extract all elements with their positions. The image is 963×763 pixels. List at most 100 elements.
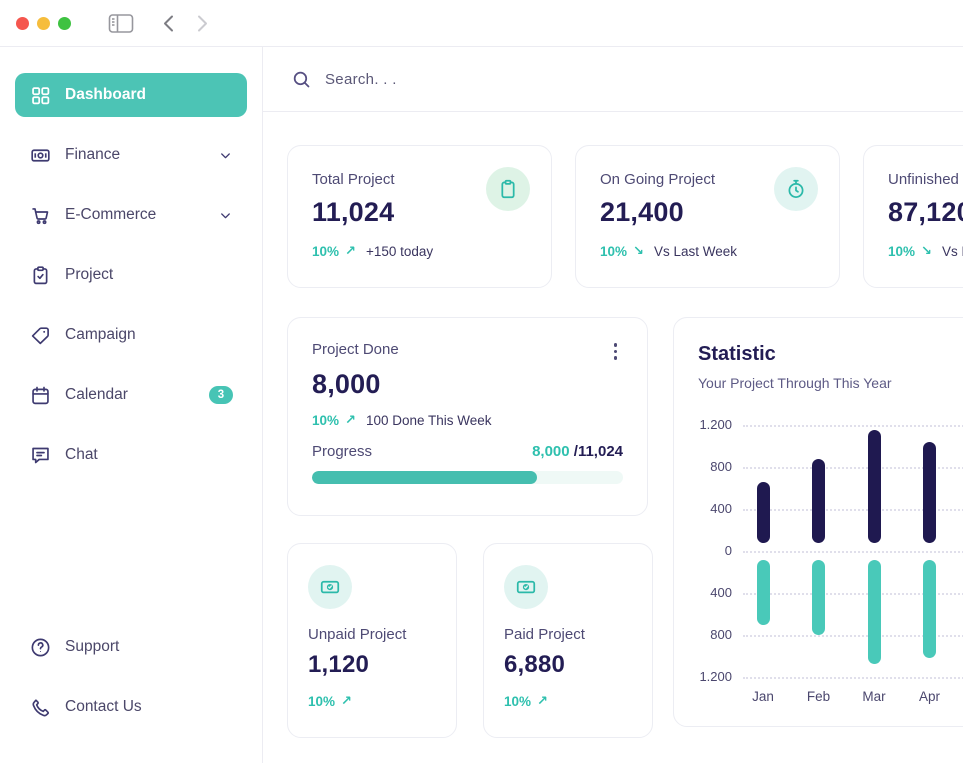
card-label: Total Project <box>312 171 395 188</box>
chart-y-tick: 400 <box>710 501 732 516</box>
card-label: Unpaid Project <box>308 626 407 643</box>
card-value: 11,024 <box>312 197 395 227</box>
card-value: 8,000 <box>312 368 381 399</box>
zoom-window-button[interactable] <box>58 17 71 30</box>
chart-y-tick: 800 <box>710 459 732 474</box>
close-window-button[interactable] <box>16 17 29 30</box>
card-delta: 10% ↘ Vs Last Week <box>888 244 963 259</box>
chart-gridline <box>743 425 963 427</box>
chart-bar-up <box>923 441 936 543</box>
kebab-menu-icon[interactable] <box>608 341 624 362</box>
calendar-count-badge: 3 <box>209 386 233 404</box>
sidebar-item-label: Finance <box>65 146 121 163</box>
card-delta: 10% ↗ 100 Done This Week <box>312 412 492 428</box>
sidebar-footer: Support Contact Us <box>0 625 262 745</box>
unfinished-project-card: Unfinished Project 87,120 10% ↘ Vs Last … <box>863 145 963 288</box>
trend-up-icon: ↗ <box>345 244 356 259</box>
sidebar-item-campaign[interactable]: Campaign <box>15 313 247 357</box>
chart-y-tick: 0 <box>724 543 732 558</box>
sidebar-item-label: Dashboard <box>65 86 146 103</box>
progress-row: Progress 8,000 /11,024 <box>312 443 623 460</box>
card-delta: 10% ↗ +150 today <box>312 244 434 259</box>
sidebar-item-label: Chat <box>65 446 98 463</box>
card-value: 1,120 <box>308 651 370 678</box>
stopwatch-icon <box>774 167 818 211</box>
phone-icon <box>29 696 51 718</box>
money-icon <box>29 144 51 166</box>
card-delta: 10% ↘ Vs Last Week <box>600 244 737 259</box>
trend-up-icon: ↗ <box>537 694 548 709</box>
cart-icon <box>29 204 51 226</box>
chart-bar-down <box>812 560 825 635</box>
sidebar-item-label: Project <box>65 266 114 283</box>
dashboard-content: Total Project 11,024 10% ↗ +150 today On… <box>263 112 963 763</box>
title-bar <box>0 0 963 47</box>
trend-down-icon: ↘ <box>633 244 644 259</box>
chart-gridline <box>743 593 963 595</box>
sidebar: Dashboard Finance E-Commerce Project Cam… <box>0 47 263 763</box>
card-delta: 10% ↗ <box>504 694 548 709</box>
chart-x-tick: Feb <box>806 689 831 704</box>
sidebar-item-label: Contact Us <box>65 698 142 715</box>
chart-bar-up <box>756 481 770 543</box>
search-header <box>263 47 963 112</box>
clipboard-check-icon <box>29 264 51 286</box>
chart-subtitle: Your Project Through This Year <box>698 375 892 391</box>
chart-bar-up <box>812 458 825 543</box>
chart-title: Statistic <box>698 343 776 365</box>
progress-current: 8,000 <box>532 442 570 460</box>
card-value: 6,880 <box>504 651 566 678</box>
ongoing-project-card: On Going Project 21,400 10% ↘ Vs Last We… <box>575 145 840 288</box>
progress-bar <box>312 470 623 484</box>
sidebar-item-calendar[interactable]: Calendar 3 <box>15 373 247 417</box>
card-label: Unfinished Project <box>888 171 963 188</box>
chart-y-tick: 1.200 <box>699 669 732 684</box>
chevron-down-icon[interactable] <box>218 148 233 163</box>
sidebar-item-dashboard[interactable]: Dashboard <box>15 73 247 117</box>
sidebar-item-finance[interactable]: Finance <box>15 133 247 177</box>
search-input[interactable] <box>325 70 825 88</box>
statistic-card: Statistic Your Project Through This Year… <box>673 317 963 727</box>
back-chevron-icon[interactable] <box>160 13 178 39</box>
banknote-check-icon <box>308 565 352 609</box>
unpaid-project-card: Unpaid Project 1,120 10% ↗ <box>287 543 457 738</box>
chevron-down-icon[interactable] <box>218 208 233 223</box>
calendar-icon <box>29 384 51 406</box>
statistic-chart: 1.200 800 400 0 400 800 1.200 Jan Feb Mar Apr <box>674 417 963 725</box>
chart-gridline <box>743 635 963 637</box>
clipboard-icon <box>486 167 530 211</box>
grid-icon <box>29 84 51 106</box>
chart-gridline <box>743 551 963 553</box>
sidebar-item-project[interactable]: Project <box>15 253 247 297</box>
chart-gridline <box>743 467 963 469</box>
chart-y-tick: 1.200 <box>699 417 732 432</box>
sidebar-toggle-icon[interactable] <box>108 13 134 39</box>
sidebar-item-label: Support <box>65 638 120 655</box>
trend-down-icon: ↘ <box>921 244 932 259</box>
minimize-window-button[interactable] <box>37 17 50 30</box>
sidebar-item-support[interactable]: Support <box>15 625 247 669</box>
sidebar-item-label: Calendar <box>65 386 128 403</box>
chart-y-tick: 800 <box>710 627 732 642</box>
project-done-card: Project Done 8,000 10% ↗ 100 Done This W… <box>287 317 648 516</box>
sidebar-item-contact-us[interactable]: Contact Us <box>15 685 247 729</box>
card-delta: 10% ↗ <box>308 694 352 709</box>
card-value: 21,400 <box>600 197 684 227</box>
sidebar-item-chat[interactable]: Chat <box>15 433 247 477</box>
paid-project-card: Paid Project 6,880 10% ↗ <box>483 543 653 738</box>
chart-x-tick: Mar <box>862 689 886 704</box>
chart-gridline <box>743 677 963 679</box>
search-icon <box>291 69 312 90</box>
chart-gridline <box>743 509 963 511</box>
forward-chevron-icon[interactable] <box>193 13 211 39</box>
chart-x-tick: Jan <box>752 689 774 704</box>
card-value: 87,120 <box>888 197 963 227</box>
help-icon <box>29 636 51 658</box>
chart-bar-up <box>867 430 881 543</box>
progress-total: /11,024 <box>573 442 623 460</box>
total-project-card: Total Project 11,024 10% ↗ +150 today <box>287 145 552 288</box>
sidebar-item-ecommerce[interactable]: E-Commerce <box>15 193 247 237</box>
card-label: Paid Project <box>504 626 585 643</box>
tag-icon <box>29 324 51 346</box>
chart-y-tick: 400 <box>710 585 732 600</box>
